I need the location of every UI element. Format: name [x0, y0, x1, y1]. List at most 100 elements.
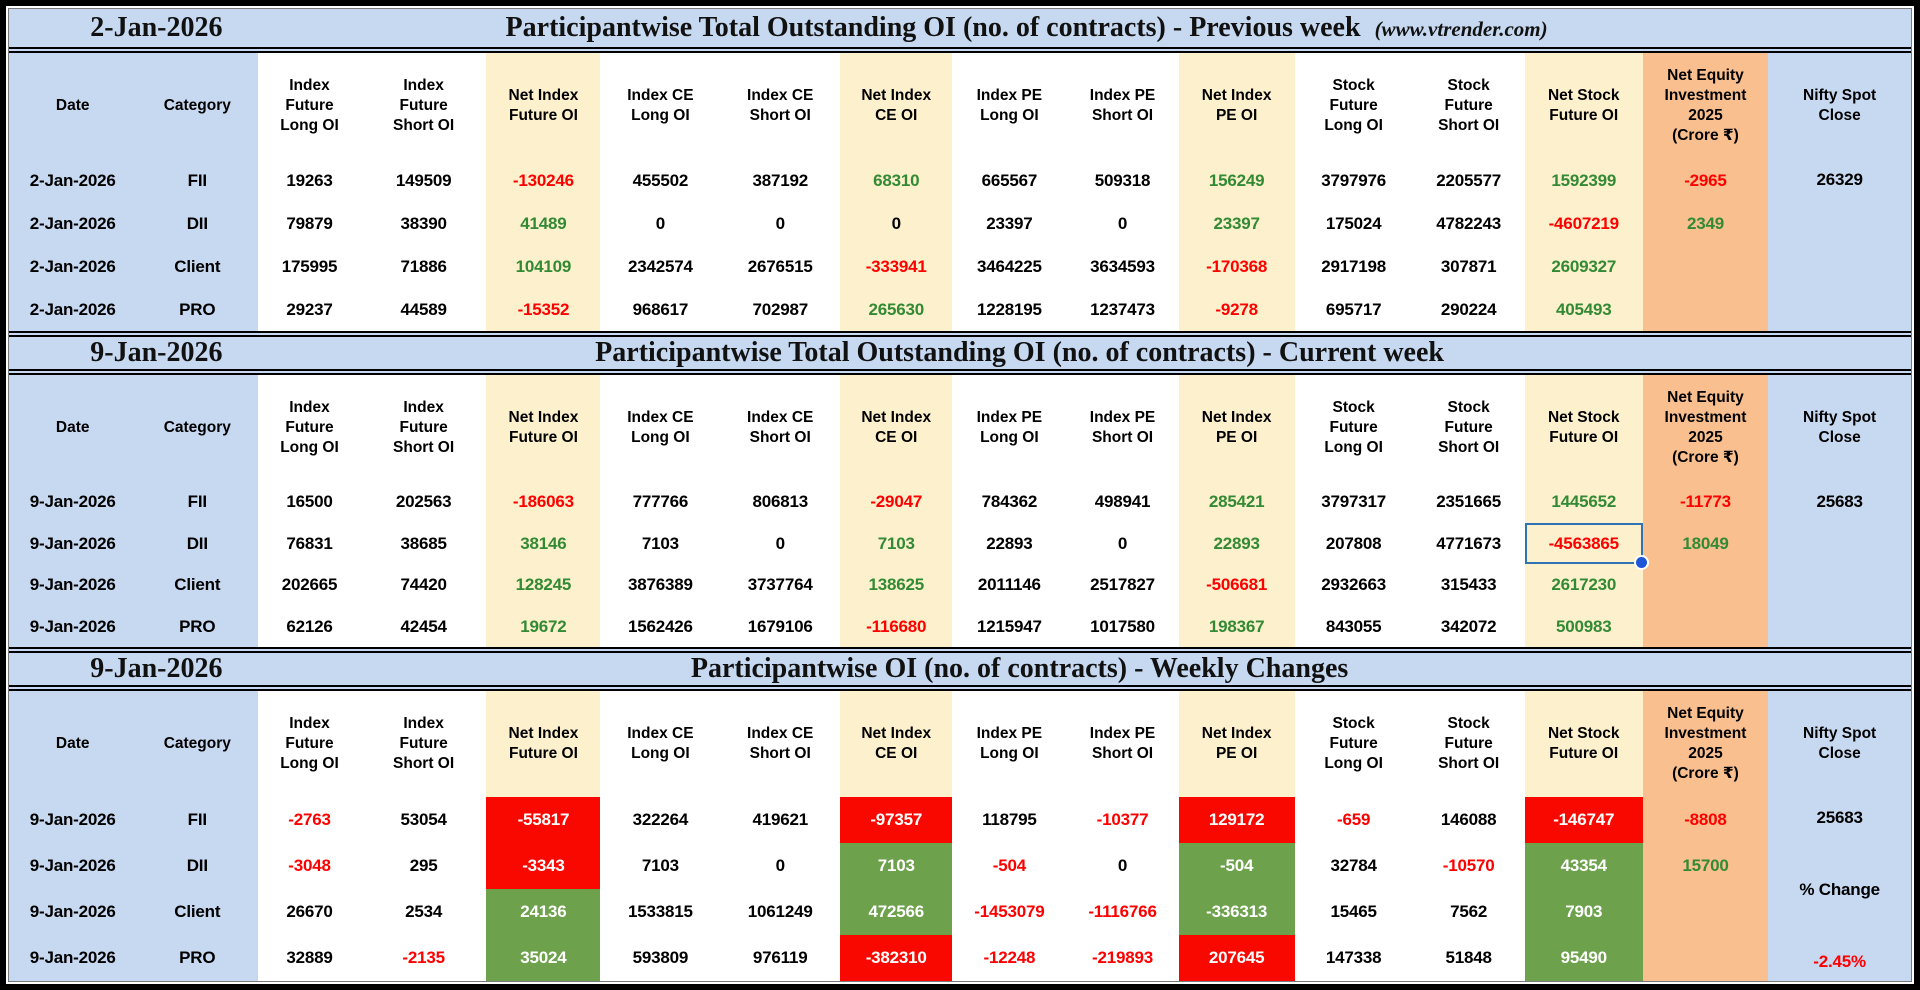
cell-net-index-ce-oi[interactable]: -97357 — [840, 797, 953, 844]
cell-date[interactable]: 9-Jan-2026 — [9, 481, 137, 523]
cell-net-index-future-oi[interactable]: 38146 — [486, 522, 601, 565]
cell-index-ce-long-oi[interactable]: 455502 — [600, 159, 721, 203]
cell-index-pe-short-oi[interactable]: 0 — [1066, 843, 1179, 890]
cell-index-future-long-oi[interactable]: 19263 — [258, 159, 361, 203]
cell-stock-future-short-oi[interactable]: 4782243 — [1412, 202, 1525, 246]
cell-stock-future-short-oi[interactable]: 146088 — [1412, 797, 1525, 844]
cell-date[interactable]: 9-Jan-2026 — [9, 889, 137, 936]
cell-net-index-future-oi[interactable]: 41489 — [486, 202, 601, 246]
cell-date[interactable]: 2-Jan-2026 — [9, 202, 137, 246]
cell-category[interactable]: PRO — [136, 605, 259, 648]
cell-stock-future-short-oi[interactable]: 342072 — [1412, 605, 1525, 648]
cell-index-pe-long-oi[interactable]: 3464225 — [952, 245, 1067, 289]
cell-index-future-long-oi[interactable]: 175995 — [258, 245, 361, 289]
cell-stock-future-long-oi[interactable]: 175024 — [1294, 202, 1413, 246]
cell-index-future-long-oi[interactable]: 79879 — [258, 202, 361, 246]
cell-net-index-future-oi[interactable]: 128245 — [486, 564, 601, 606]
cell-stock-future-short-oi[interactable]: 51848 — [1412, 935, 1525, 981]
cell-category[interactable]: DII — [136, 843, 259, 890]
cell-category[interactable]: Client — [136, 889, 259, 936]
cell-index-ce-long-oi[interactable]: 7103 — [600, 522, 721, 565]
cell-stock-future-long-oi[interactable]: -659 — [1294, 797, 1413, 844]
cell-category[interactable]: PRO — [136, 935, 259, 981]
cell-index-ce-long-oi[interactable]: 7103 — [600, 843, 721, 890]
cell-stock-future-short-oi[interactable]: 290224 — [1412, 288, 1525, 332]
cell-stock-future-long-oi[interactable]: 3797317 — [1294, 481, 1413, 523]
cell-net-index-ce-oi[interactable]: -116680 — [840, 605, 953, 648]
cell-index-pe-long-oi[interactable]: 784362 — [952, 481, 1067, 523]
cell-net-index-future-oi[interactable]: 104109 — [486, 245, 601, 289]
cell-index-pe-short-oi[interactable]: 509318 — [1066, 159, 1179, 203]
cell-stock-future-long-oi[interactable]: 15465 — [1294, 889, 1413, 936]
cell-index-ce-short-oi[interactable]: 806813 — [720, 481, 841, 523]
cell-index-pe-long-oi[interactable]: 2011146 — [952, 564, 1067, 606]
cell-net-stock-future-oi[interactable]: 95490 — [1524, 935, 1643, 981]
cell-index-future-long-oi[interactable]: 32889 — [258, 935, 361, 981]
cell-index-future-short-oi[interactable]: 38685 — [360, 522, 487, 565]
cell-index-future-short-oi[interactable]: -2135 — [360, 935, 487, 981]
cell-net-index-future-oi[interactable]: -130246 — [486, 159, 601, 203]
cell-index-pe-short-oi[interactable]: 1237473 — [1066, 288, 1179, 332]
cell-index-ce-short-oi[interactable]: 976119 — [720, 935, 841, 981]
cell-net-index-future-oi[interactable]: 24136 — [486, 889, 601, 936]
cell-index-ce-short-oi[interactable]: 0 — [720, 202, 841, 246]
cell-date[interactable]: 9-Jan-2026 — [9, 522, 137, 565]
cell-index-future-short-oi[interactable]: 74420 — [360, 564, 487, 606]
cell-index-future-short-oi[interactable]: 44589 — [360, 288, 487, 332]
cell-index-pe-short-oi[interactable]: 3634593 — [1066, 245, 1179, 289]
cell-net-index-ce-oi[interactable]: -333941 — [840, 245, 953, 289]
cell-net-equity-investment[interactable] — [1642, 564, 1769, 606]
cell-index-future-long-oi[interactable]: 16500 — [258, 481, 361, 523]
cell-net-index-ce-oi[interactable]: 7103 — [840, 843, 953, 890]
cell-index-ce-long-oi[interactable]: 593809 — [600, 935, 721, 981]
cell-stock-future-long-oi[interactable]: 695717 — [1294, 288, 1413, 332]
cell-stock-future-short-oi[interactable]: 307871 — [1412, 245, 1525, 289]
cell-index-future-short-oi[interactable]: 42454 — [360, 605, 487, 648]
cell-net-index-pe-oi[interactable]: 23397 — [1178, 202, 1295, 246]
cell-stock-future-short-oi[interactable]: 2205577 — [1412, 159, 1525, 203]
cell-stock-future-short-oi[interactable]: 7562 — [1412, 889, 1525, 936]
cell-net-index-pe-oi[interactable]: -504 — [1178, 843, 1295, 890]
cell-index-ce-long-oi[interactable]: 1562426 — [600, 605, 721, 648]
cell-date[interactable]: 2-Jan-2026 — [9, 159, 137, 203]
cell-net-index-ce-oi[interactable]: 0 — [840, 202, 953, 246]
cell-category[interactable]: FII — [136, 797, 259, 844]
cell-index-ce-long-oi[interactable]: 1533815 — [600, 889, 721, 936]
cell-stock-future-long-oi[interactable]: 32784 — [1294, 843, 1413, 890]
cell-net-equity-investment[interactable]: 18049 — [1642, 522, 1769, 565]
cell-net-stock-future-oi[interactable]: 1592399 — [1524, 159, 1643, 203]
cell-nifty-spot-close[interactable]: 25683 — [1768, 481, 1911, 648]
cell-index-future-short-oi[interactable]: 295 — [360, 843, 487, 890]
cell-stock-future-long-oi[interactable]: 147338 — [1294, 935, 1413, 981]
cell-net-equity-investment[interactable]: 2349 — [1642, 202, 1769, 246]
cell-index-ce-long-oi[interactable]: 2342574 — [600, 245, 721, 289]
cell-category[interactable]: FII — [136, 159, 259, 203]
cell-net-index-pe-oi[interactable]: -170368 — [1178, 245, 1295, 289]
cell-net-index-pe-oi[interactable]: -336313 — [1178, 889, 1295, 936]
cell-net-equity-investment[interactable]: 15700 — [1642, 843, 1769, 890]
cell-stock-future-long-oi[interactable]: 843055 — [1294, 605, 1413, 648]
cell-index-ce-long-oi[interactable]: 777766 — [600, 481, 721, 523]
cell-net-index-future-oi[interactable]: -186063 — [486, 481, 601, 523]
cell-index-future-long-oi[interactable]: 26670 — [258, 889, 361, 936]
cell-net-equity-investment[interactable]: -2965 — [1642, 159, 1769, 203]
cell-stock-future-long-oi[interactable]: 207808 — [1294, 522, 1413, 565]
cell-date[interactable]: 9-Jan-2026 — [9, 605, 137, 648]
cell-net-index-future-oi[interactable]: 35024 — [486, 935, 601, 981]
cell-index-future-long-oi[interactable]: -2763 — [258, 797, 361, 844]
cell-index-ce-long-oi[interactable]: 3876389 — [600, 564, 721, 606]
cell-index-pe-short-oi[interactable]: 2517827 — [1066, 564, 1179, 606]
cell-net-stock-future-oi[interactable]: 500983 — [1524, 605, 1643, 648]
cell-index-pe-long-oi[interactable]: 1228195 — [952, 288, 1067, 332]
cell-net-index-pe-oi[interactable]: 22893 — [1178, 522, 1295, 565]
cell-stock-future-short-oi[interactable]: 315433 — [1412, 564, 1525, 606]
cell-index-future-short-oi[interactable]: 2534 — [360, 889, 487, 936]
cell-stock-future-long-oi[interactable]: 2917198 — [1294, 245, 1413, 289]
cell-category[interactable]: PRO — [136, 288, 259, 332]
selected-cell[interactable]: -4563865 — [1524, 522, 1649, 570]
cell-index-pe-long-oi[interactable]: 118795 — [952, 797, 1067, 844]
cell-net-equity-investment[interactable] — [1642, 288, 1769, 332]
cell-index-pe-short-oi[interactable]: -10377 — [1066, 797, 1179, 844]
cell-index-future-short-oi[interactable]: 71886 — [360, 245, 487, 289]
cell-index-pe-short-oi[interactable]: 498941 — [1066, 481, 1179, 523]
